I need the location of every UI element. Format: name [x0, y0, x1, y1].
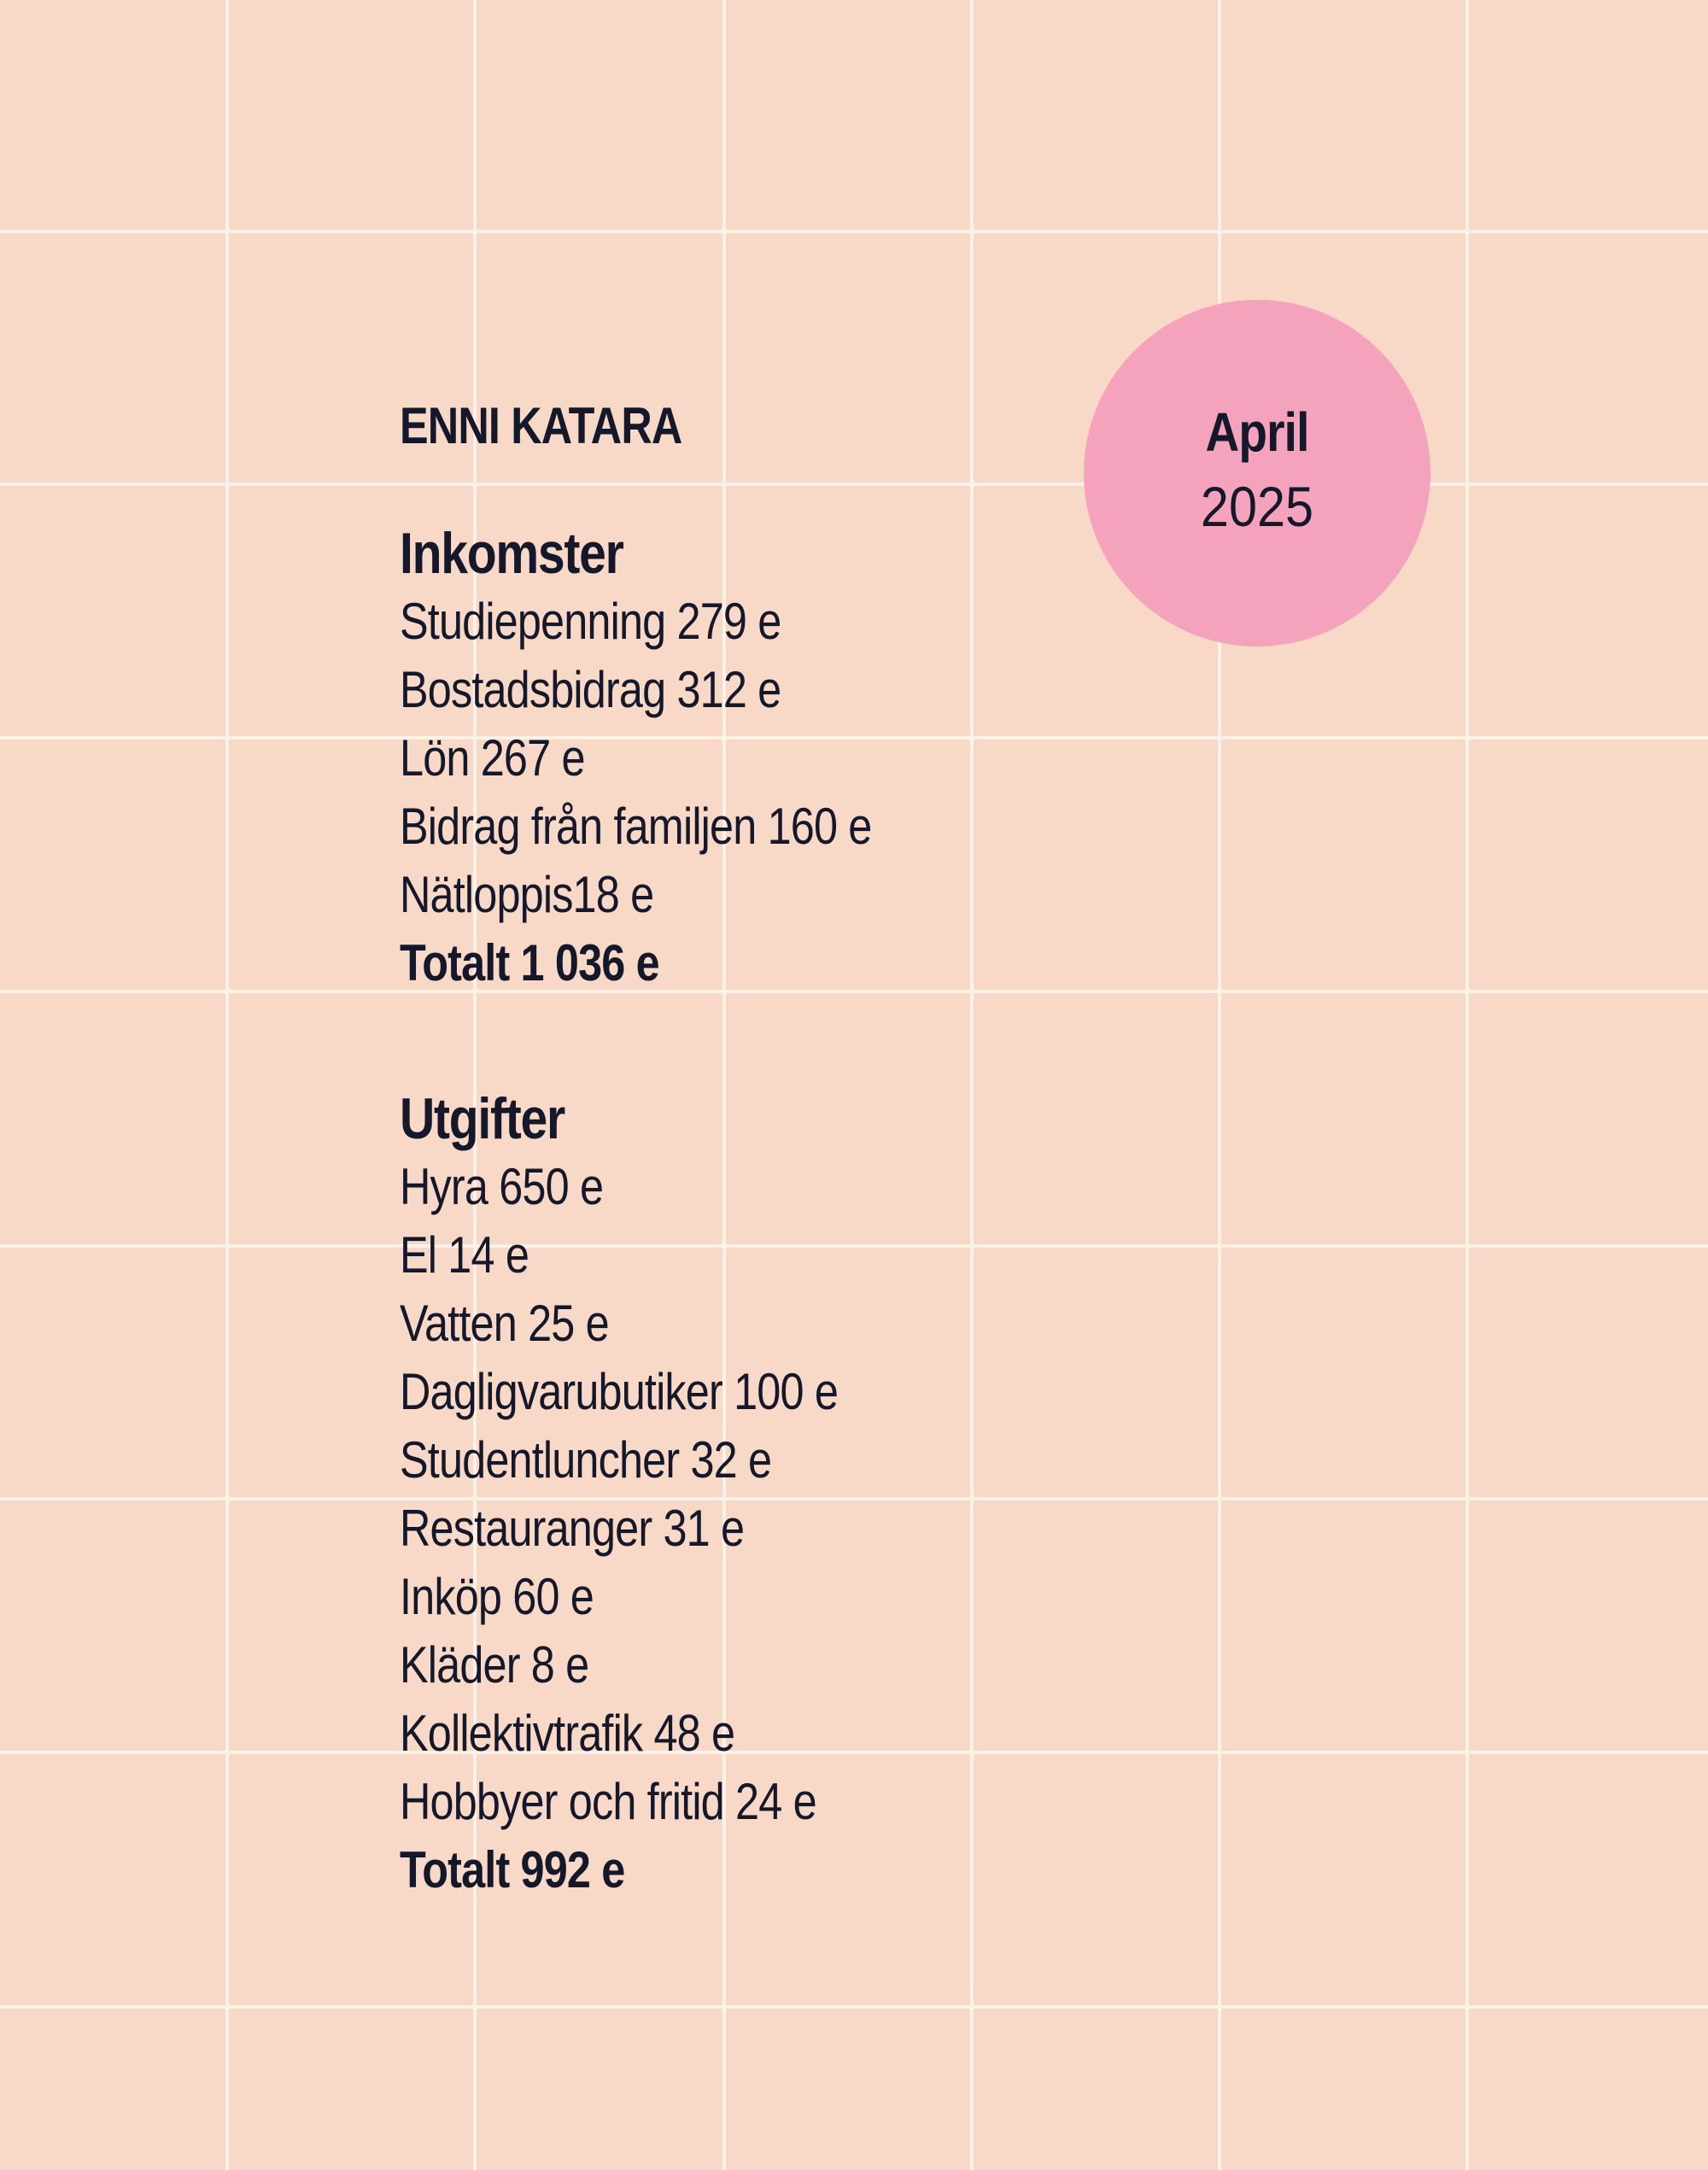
line-item: Bidrag från familjen 160 e [400, 798, 872, 855]
grid-line [0, 483, 1708, 486]
month: April [1205, 401, 1309, 463]
income-section: Inkomster Studiepenning 279 e Bostadsbidra… [400, 519, 872, 997]
line-item: Studiepenning 279 e [400, 593, 781, 650]
section-total: Totalt 992 e [400, 1841, 625, 1898]
grid-line [473, 0, 477, 2170]
grid-line [0, 1751, 1708, 1754]
line-item: Bostadsbidrag 312 e [400, 661, 781, 718]
line-item: Kläder 8 e [400, 1636, 589, 1693]
grid-line [225, 0, 229, 2170]
grid-line [0, 2005, 1708, 2009]
line-item: Nätloppis18 e [400, 866, 654, 923]
name-block: ENNI KATARA [400, 392, 682, 460]
grid-line [1218, 0, 1221, 2170]
expenses-section: Utgifter Hyra 650 e El 14 e Vatten 25 e Dagl… [400, 1085, 839, 1904]
line-item: Studentluncher 32 e [400, 1431, 772, 1489]
grid-line [0, 990, 1708, 993]
section-total: Totalt 1 036 e [400, 934, 660, 991]
line-item: Lön 267 e [400, 729, 586, 787]
year: 2025 [1200, 475, 1314, 538]
line-item: El 14 e [400, 1226, 529, 1284]
date-badge: April 2025 [1084, 300, 1430, 646]
line-item: Vatten 25 e [400, 1295, 610, 1352]
grid-line [722, 0, 726, 2170]
grid-line [0, 230, 1708, 233]
line-item: Hobbyer och fritid 24 e [400, 1773, 817, 1830]
line-item: Restauranger 31 e [400, 1500, 745, 1557]
line-item: Hyra 650 e [400, 1158, 604, 1215]
section-title: Inkomster [400, 521, 624, 586]
line-item: Kollektivtrafik 48 e [400, 1705, 735, 1762]
grid-line [970, 0, 974, 2170]
grid-line [0, 736, 1708, 740]
grid-line [1465, 0, 1469, 2170]
section-title: Utgifter [400, 1086, 565, 1151]
line-item: Dagligvarubutiker 100 e [400, 1363, 839, 1420]
grid-line [0, 1497, 1708, 1500]
grid-line [0, 1244, 1708, 1248]
line-item: Inköp 60 e [400, 1568, 594, 1625]
person-name: ENNI KATARA [400, 397, 682, 454]
